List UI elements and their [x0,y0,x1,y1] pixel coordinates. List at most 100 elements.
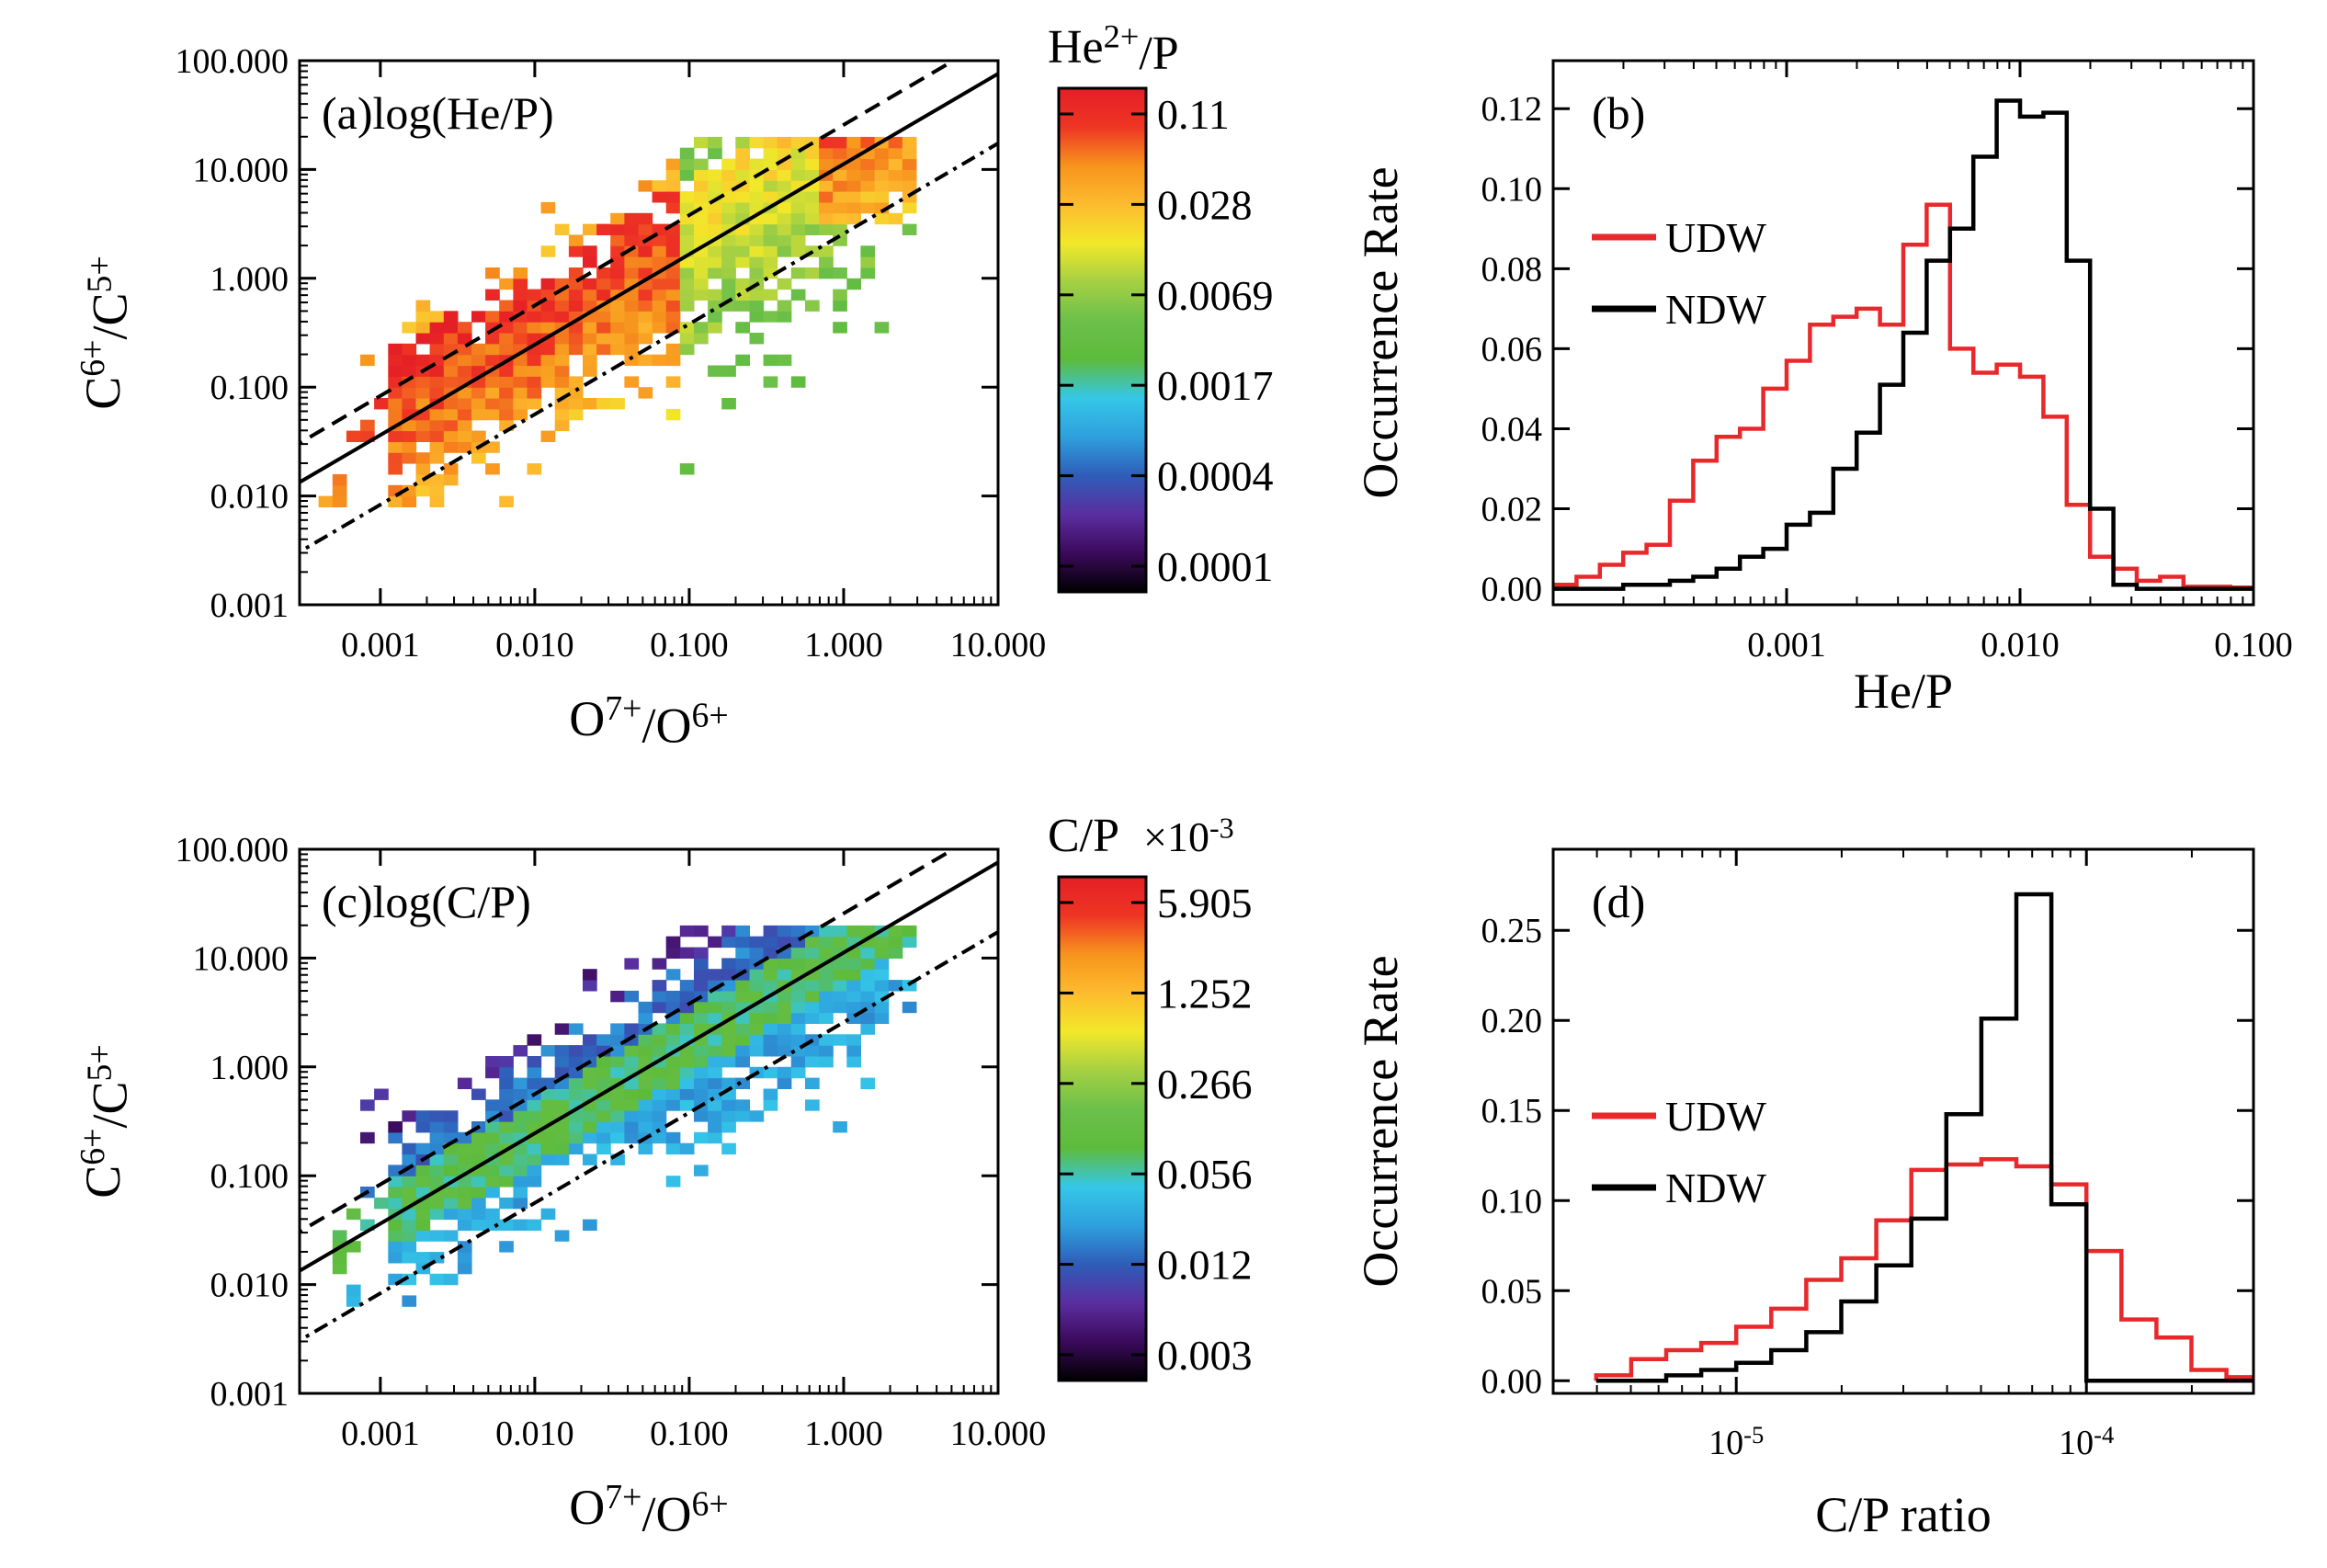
heatmap-cell [513,376,528,388]
heatmap-cell [402,398,417,410]
y-tick-label: 0.25 [1481,912,1543,950]
y-tick-label: 0.001 [210,586,289,625]
histogram-series-udw [1594,1156,2253,1381]
heatmap-cell [443,398,459,410]
heatmap-cell [721,1034,736,1046]
heatmap-cell [749,969,765,981]
heatmap-cell [624,354,640,367]
heatmap-cell [527,1066,542,1079]
heatmap-cell [499,1131,514,1144]
heatmap-cell [735,289,750,301]
heatmap-cell [749,223,765,235]
heatmap-cell [805,267,820,279]
heatmap-cell [749,1110,765,1122]
heatmap-cell [721,158,736,170]
heatmap-cell [805,936,820,949]
y-tick-label: 0.100 [210,369,289,407]
heatmap-cell [790,1012,806,1024]
heatmap-cell [568,376,584,388]
heatmap-cell [819,180,834,192]
heatmap-cell [679,925,695,937]
heatmap-cell [402,1219,417,1231]
heatmap-cell [513,333,528,345]
heatmap-cell [721,398,736,410]
heatmap-cell [457,408,472,421]
heatmap-cell [665,1099,681,1111]
heatmap-cell [596,1142,611,1155]
heatmap-cell [665,311,681,323]
heatmap-cell [624,1045,640,1057]
heatmap-cell [638,387,653,399]
heatmap-cell [777,1045,792,1057]
heatmap-cell [499,278,514,290]
plot-frame [298,847,1000,1395]
heatmap-cell [735,947,750,959]
heatmap-cell [652,1088,667,1100]
heatmap-cell [888,925,903,937]
heatmap-cell [527,1153,542,1165]
heatmap-cell [554,311,570,323]
heatmap-cell [471,1219,486,1231]
heatmap-cell [888,147,903,160]
heatmap-cell [527,1219,542,1231]
heatmap-cell [457,1241,472,1253]
heatmap-cell [638,1034,653,1046]
heatmap-cell [874,969,890,981]
heatmap-cell [429,1110,445,1122]
heatmap-cell [652,990,667,1003]
heatmap-cell [610,990,625,1003]
heatmap-cell [846,980,861,992]
heatmap-cell [499,322,514,334]
heatmap-cell [332,495,347,507]
heatmap-cell [819,191,834,203]
heatmap-cell [596,1131,611,1144]
heatmap-cell [402,495,417,507]
heatmap-cell [499,1165,514,1176]
heatmap-cell [888,158,903,170]
heatmap-cell [610,1121,625,1133]
heatmap-cell [652,958,667,970]
heatmap-cell [554,419,570,432]
heatmap-cell [763,1034,778,1046]
heatmap-cell [805,147,820,160]
heatmap-cell [749,300,765,312]
x-tick-label: 0.100 [650,626,729,665]
heatmap-cell [568,1088,584,1100]
y-tick-label: 0.20 [1481,1002,1543,1040]
heatmap-cell [679,234,695,246]
x-tick-label: 0.001 [341,626,420,665]
heatmap-cell [527,1176,542,1187]
heatmap-cell [583,1045,597,1057]
heatmap-cell [902,925,917,937]
heatmap-cell [694,169,709,181]
y-tick-label: 0.15 [1481,1092,1543,1131]
heatmap-cell [388,452,403,464]
heatmap-cell [694,947,709,959]
heatmap-cell [833,180,847,192]
heatmap-cell [443,441,459,453]
plot-frame [298,59,1000,607]
heatmap-cell [499,333,514,345]
heatmap-cell [624,267,640,279]
heatmap-cell [777,1077,792,1089]
heatmap-cell [763,969,778,981]
heatmap-cell [485,1176,500,1187]
heatmap-cell [596,322,611,334]
heatmap-cell [805,300,820,312]
heatmap-cell [540,430,556,442]
heatmap-cell [708,1121,722,1133]
heatmap-cell [819,158,834,170]
heatmap-cell [583,354,597,367]
legend: UDW NDW [1592,1093,1766,1211]
heatmap-cell [805,1001,820,1014]
heatmap-cell [708,311,722,323]
heatmap-cell [624,1088,640,1100]
heatmap-cell [819,1034,834,1046]
heatmap-cell [790,136,806,149]
heatmap-cell [679,147,695,160]
colorbar-tick-label: 0.266 [1157,1061,1253,1108]
heatmap-cell [721,191,736,203]
heatmap-cell [360,419,375,432]
heatmap-cell [763,223,778,235]
heatmap-cell [638,256,653,268]
